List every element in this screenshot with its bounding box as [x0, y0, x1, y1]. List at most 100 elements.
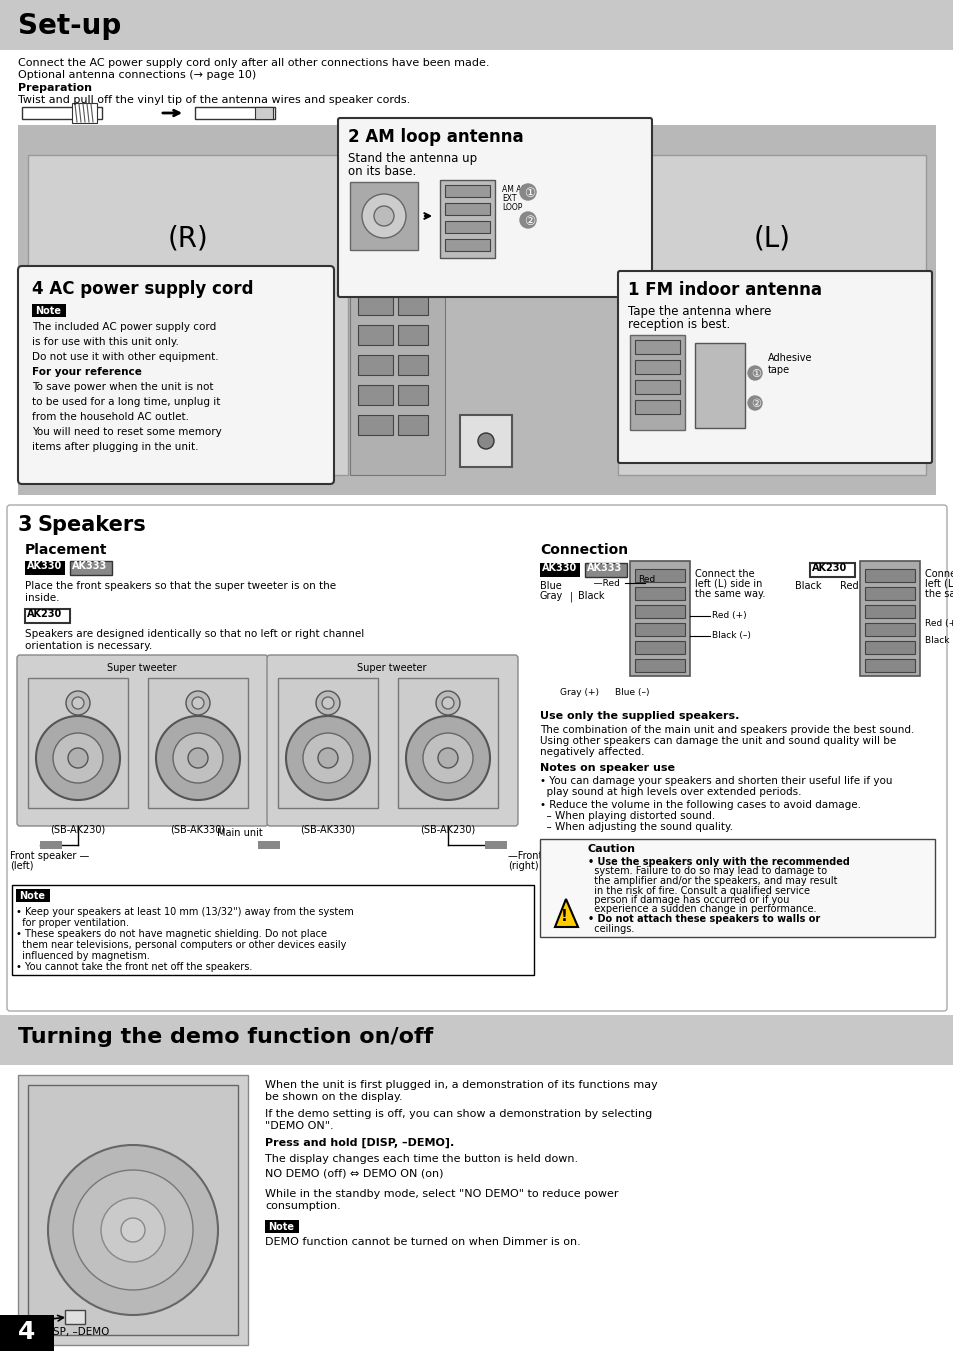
- Text: The included AC power supply cord: The included AC power supply cord: [32, 322, 216, 332]
- Bar: [70, 561, 112, 576]
- Bar: [0, 1015, 953, 1065]
- Bar: [444, 222, 490, 232]
- Text: Twist and pull off the vinyl tip of the antenna wires and speaker cords.: Twist and pull off the vinyl tip of the …: [18, 95, 410, 105]
- Bar: [65, 1310, 85, 1324]
- FancyBboxPatch shape: [7, 505, 946, 1011]
- Text: • You can damage your speakers and shorten their useful life if you: • You can damage your speakers and short…: [539, 775, 892, 786]
- Text: AK333: AK333: [71, 561, 107, 571]
- Bar: [397, 265, 428, 285]
- Text: You will need to reset some memory: You will need to reset some memory: [32, 427, 221, 436]
- Text: consumption.: consumption.: [265, 1201, 340, 1210]
- Text: (right): (right): [507, 861, 538, 871]
- Text: Black: Black: [794, 581, 821, 590]
- Text: • Keep your speakers at least 10 mm (13/32") away from the system: • Keep your speakers at least 10 mm (13/…: [16, 907, 354, 917]
- Bar: [265, 1220, 298, 1233]
- Text: AK333: AK333: [586, 563, 621, 573]
- Circle shape: [322, 697, 334, 709]
- Text: Placement: Placement: [25, 543, 108, 557]
- Bar: [635, 569, 684, 582]
- Text: Super tweeter: Super tweeter: [356, 663, 426, 673]
- Bar: [397, 415, 428, 435]
- Circle shape: [121, 1219, 145, 1242]
- Text: is for use with this unit only.: is for use with this unit only.: [32, 336, 179, 347]
- Text: AK230: AK230: [27, 609, 62, 619]
- Bar: [635, 605, 684, 617]
- Bar: [357, 415, 393, 435]
- Text: • Use the speakers only with the recommended: • Use the speakers only with the recomme…: [587, 857, 849, 867]
- Text: ①: ①: [750, 369, 760, 380]
- Bar: [397, 678, 497, 808]
- Circle shape: [192, 697, 204, 709]
- Circle shape: [315, 690, 339, 715]
- Text: Adhesive: Adhesive: [767, 353, 812, 363]
- Circle shape: [361, 195, 406, 238]
- Text: Note: Note: [35, 305, 61, 316]
- Bar: [629, 561, 689, 676]
- Bar: [357, 176, 393, 195]
- Text: system. Failure to do so may lead to damage to: system. Failure to do so may lead to dam…: [587, 866, 826, 877]
- Text: Black: Black: [578, 590, 604, 601]
- FancyBboxPatch shape: [18, 266, 334, 484]
- Circle shape: [477, 434, 494, 449]
- Text: LOOP: LOOP: [501, 203, 522, 212]
- Text: Red (+): Red (+): [711, 611, 746, 620]
- Text: For your reference: For your reference: [32, 367, 142, 377]
- Circle shape: [68, 748, 88, 767]
- FancyBboxPatch shape: [337, 118, 651, 297]
- Bar: [695, 343, 744, 428]
- Bar: [18, 126, 935, 494]
- Circle shape: [436, 690, 459, 715]
- Text: reception is best.: reception is best.: [627, 317, 729, 331]
- Bar: [444, 239, 490, 251]
- Text: Gray: Gray: [539, 590, 562, 601]
- Text: "DEMO ON".: "DEMO ON".: [265, 1121, 334, 1131]
- Text: Tape the antenna where: Tape the antenna where: [627, 305, 771, 317]
- Text: 2 AM loop antenna: 2 AM loop antenna: [348, 128, 523, 146]
- Text: Main unit: Main unit: [217, 828, 263, 838]
- Bar: [194, 107, 274, 119]
- Text: ②: ②: [523, 215, 535, 228]
- Bar: [22, 107, 102, 119]
- Bar: [635, 400, 679, 413]
- Bar: [439, 180, 495, 258]
- Bar: [444, 185, 490, 197]
- Text: Use only the supplied speakers.: Use only the supplied speakers.: [539, 711, 739, 721]
- Circle shape: [406, 716, 490, 800]
- Bar: [357, 295, 393, 315]
- Text: The combination of the main unit and speakers provide the best sound.: The combination of the main unit and spe…: [539, 725, 913, 735]
- Text: Blue (–): Blue (–): [615, 688, 649, 697]
- FancyBboxPatch shape: [17, 655, 268, 825]
- Circle shape: [186, 690, 210, 715]
- Text: the amplifier and/or the speakers, and may result: the amplifier and/or the speakers, and m…: [587, 875, 837, 886]
- Text: for proper ventilation.: for proper ventilation.: [16, 917, 129, 928]
- Text: negatively affected.: negatively affected.: [539, 747, 644, 757]
- Text: The display changes each time the button is held down.: The display changes each time the button…: [265, 1154, 578, 1165]
- Text: Note: Note: [19, 892, 45, 901]
- Text: Blue: Blue: [539, 581, 561, 590]
- Text: —Red: —Red: [584, 580, 619, 588]
- Text: Stand the antenna up: Stand the antenna up: [348, 153, 476, 165]
- Text: (SB-AK230): (SB-AK230): [51, 825, 106, 835]
- Circle shape: [53, 734, 103, 784]
- Text: Red: Red: [638, 576, 655, 584]
- Bar: [864, 569, 914, 582]
- FancyBboxPatch shape: [618, 272, 931, 463]
- Text: If the demo setting is off, you can show a demonstration by selecting: If the demo setting is off, you can show…: [265, 1109, 652, 1119]
- Text: Connect the: Connect the: [924, 569, 953, 580]
- Text: Red (+): Red (+): [924, 619, 953, 628]
- Bar: [397, 235, 428, 255]
- Text: Speakers: Speakers: [38, 515, 147, 535]
- Bar: [148, 678, 248, 808]
- Bar: [28, 1085, 237, 1335]
- Text: ①: ①: [523, 186, 535, 200]
- Text: !: !: [560, 909, 567, 924]
- Bar: [0, 1315, 54, 1351]
- Text: AK230: AK230: [811, 563, 846, 573]
- Bar: [635, 359, 679, 374]
- Bar: [397, 355, 428, 376]
- Circle shape: [422, 734, 473, 784]
- Bar: [0, 503, 953, 508]
- Circle shape: [441, 697, 454, 709]
- Text: (L): (L): [753, 226, 790, 253]
- Bar: [397, 385, 428, 405]
